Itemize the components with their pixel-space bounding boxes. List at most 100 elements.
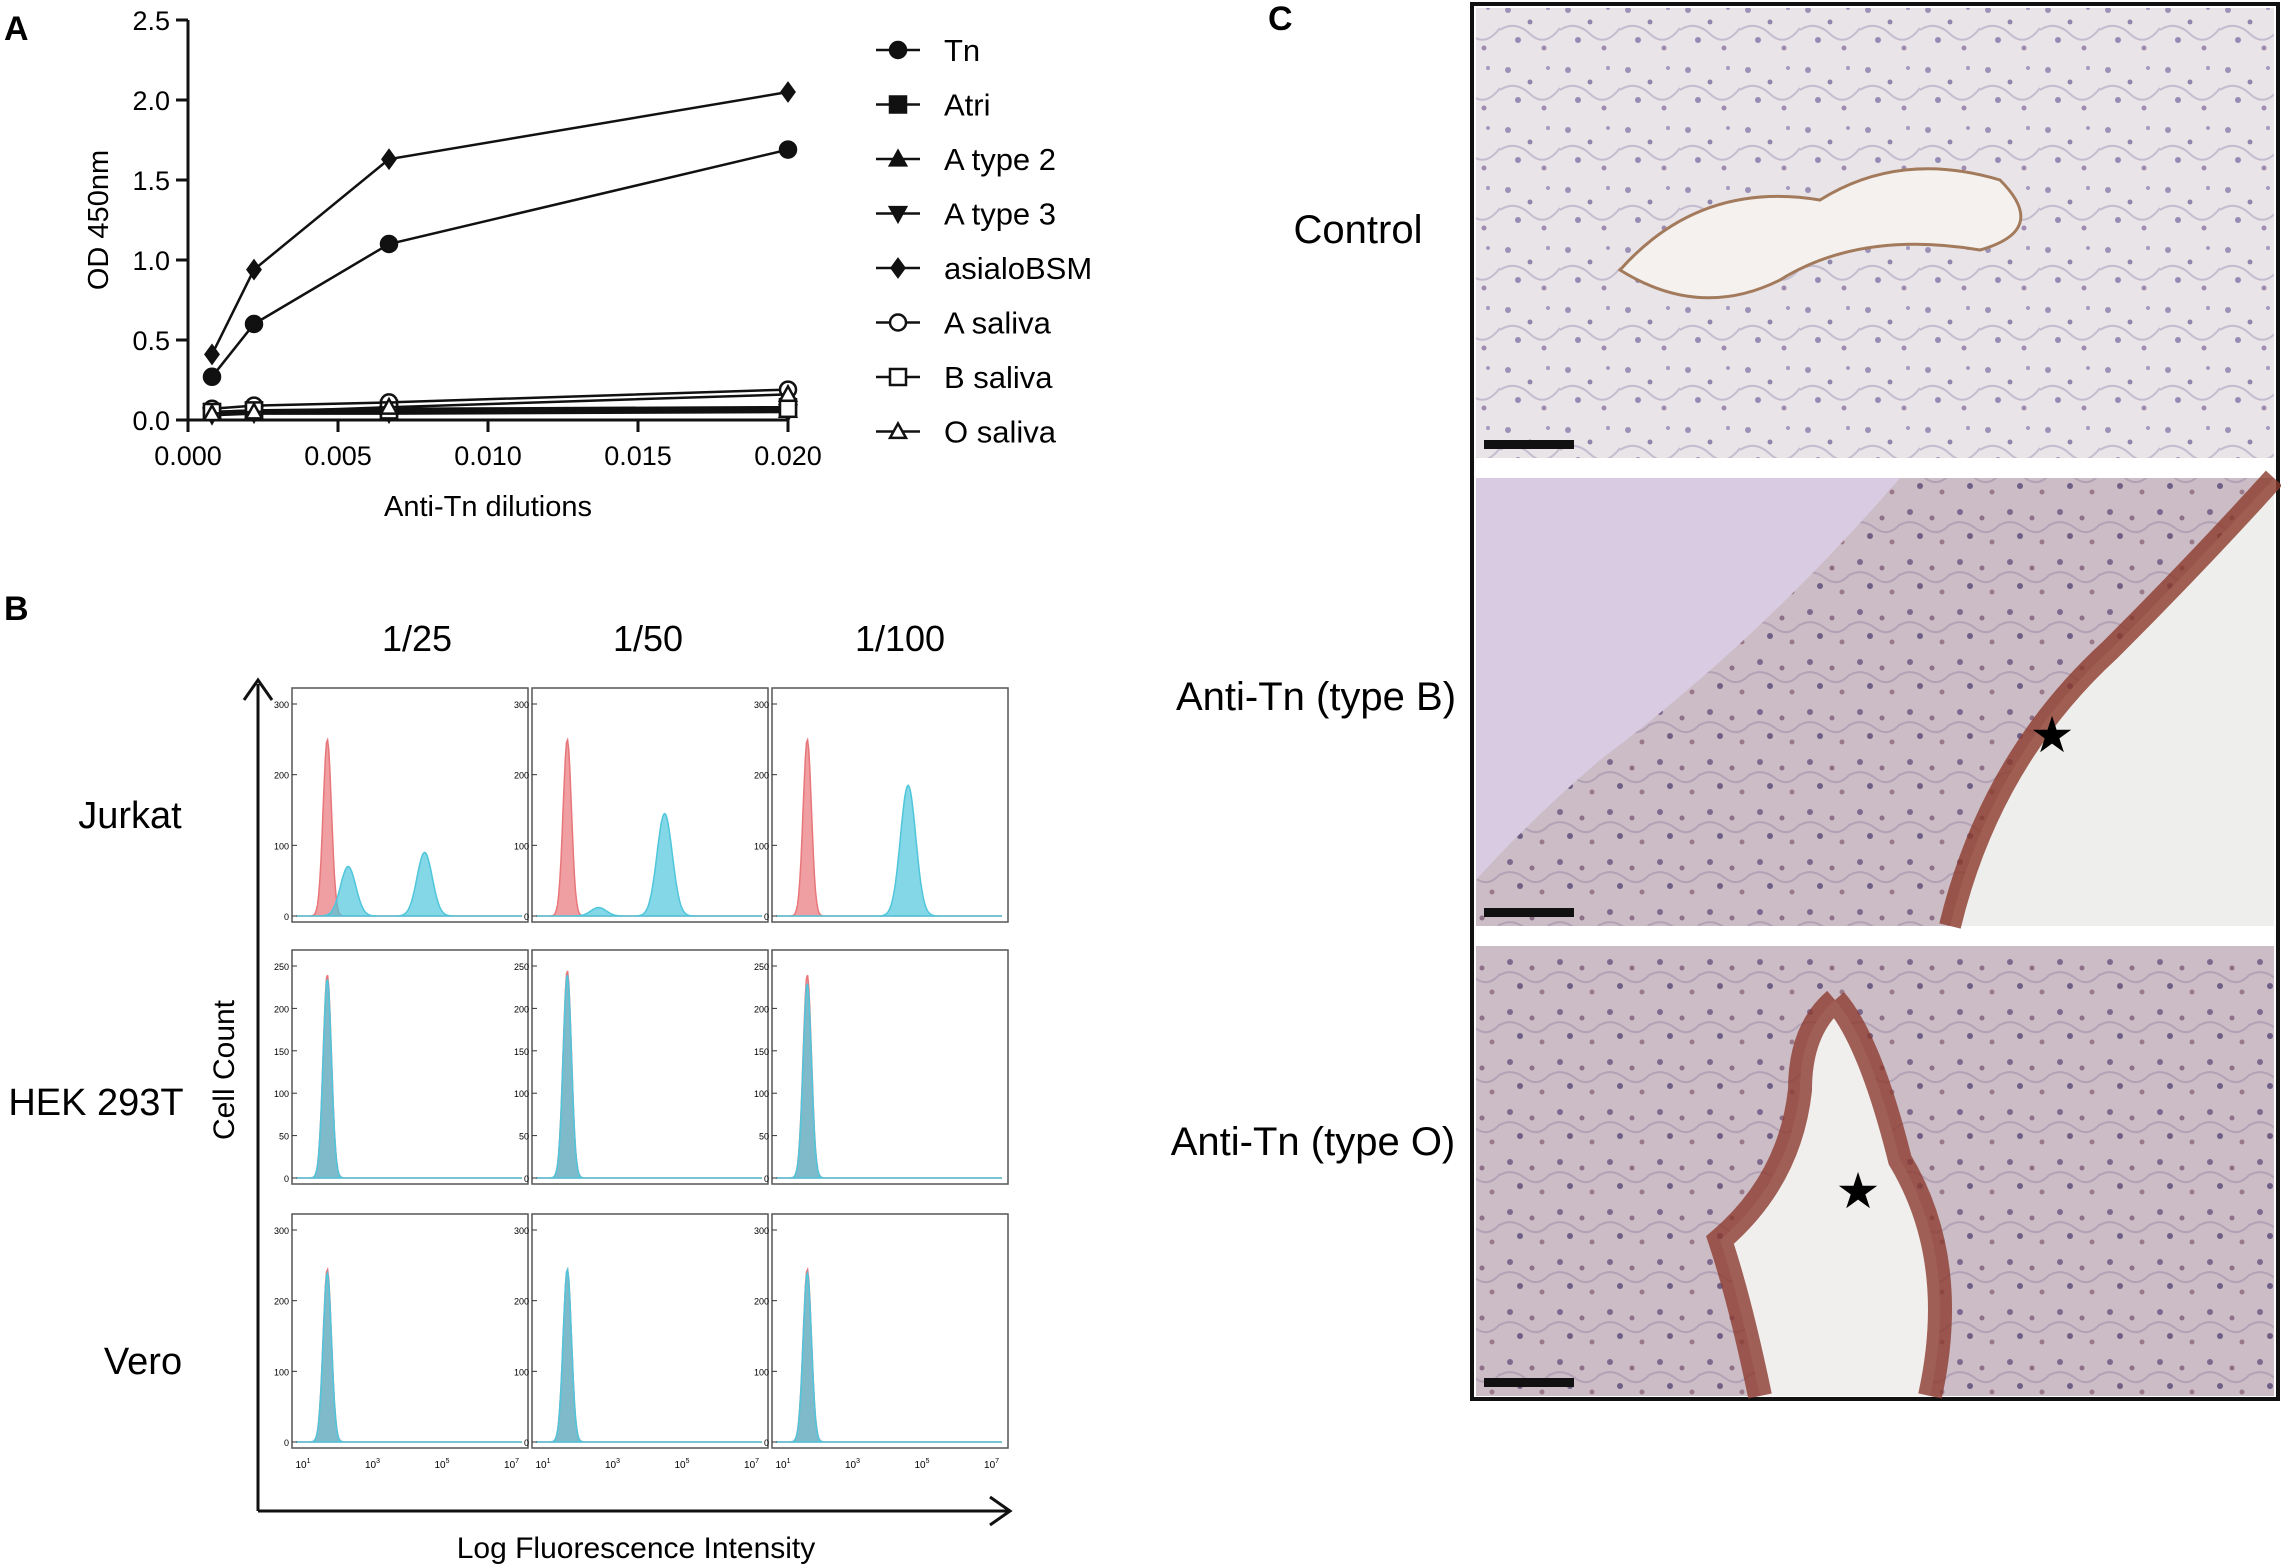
column-label: 1/50 — [613, 618, 683, 659]
histology-label-type-o: Anti-Tn (type O) — [1171, 1120, 1456, 1164]
cell-x-tick-label: 101 — [295, 1458, 310, 1471]
elisa-legend: Tn Atri A type 2 A type 3 asialoBSM A saliva B… — [876, 33, 1092, 450]
panel-label-b: B — [4, 590, 29, 628]
series-line — [211, 393, 789, 415]
series-line — [211, 410, 789, 417]
cell-y-tick-label: 300 — [274, 1226, 289, 1236]
stained-histogram — [296, 979, 522, 1179]
data-point — [243, 401, 265, 420]
cell-y-tick-label: 0 — [284, 1174, 289, 1184]
cell-y-tick-label: 100 — [274, 841, 289, 851]
cell-y-tick-label: 200 — [514, 1004, 529, 1014]
legend-label: A saliva — [944, 306, 1052, 341]
cell-y-tick-label: 100 — [754, 1089, 769, 1099]
cell-y-tick-label: 100 — [754, 841, 769, 851]
legend-marker — [887, 420, 909, 440]
cell-y-tick-label: 100 — [274, 1367, 289, 1377]
cell-y-tick-label: 0 — [284, 1438, 289, 1448]
type-o-epithelium — [1706, 990, 1952, 1399]
data-point — [201, 403, 223, 422]
y-tick-label: 0.0 — [132, 406, 170, 436]
data-point — [244, 314, 264, 334]
cell-x-tick-label: 101 — [535, 1458, 550, 1471]
control-lumen — [1617, 167, 2023, 300]
cell-x-tick-label: 103 — [605, 1458, 620, 1471]
cell-y-tick-label: 200 — [754, 771, 769, 781]
data-point — [246, 258, 262, 281]
cell-y-tick-label: 0 — [524, 912, 529, 922]
cell-y-tick-label: 0 — [764, 912, 769, 922]
scale-bar-control — [1484, 440, 1574, 449]
histogram-frame — [771, 1213, 1009, 1449]
y-axis-label: Cell Count — [208, 999, 241, 1140]
x-tick-label: 0.010 — [454, 441, 522, 471]
histogram-frame — [531, 1213, 769, 1449]
cell-y-tick-label: 150 — [754, 1047, 769, 1057]
cell-y-tick-label: 250 — [274, 962, 289, 972]
control-histogram — [296, 737, 522, 917]
panel-label-a: A — [4, 10, 29, 48]
data-point — [381, 148, 397, 171]
column-label: 1/25 — [382, 618, 452, 659]
x-tick-label: 0.015 — [604, 441, 672, 471]
histogram-frame — [291, 1213, 529, 1449]
y-axis-label: OD 450nm — [83, 150, 115, 290]
histology-label-type-b: Anti-Tn (type B) — [1176, 675, 1456, 719]
cell-x-tick-label: 105 — [675, 1458, 690, 1471]
legend-marker — [887, 148, 909, 167]
data-point — [778, 140, 798, 159]
histogram-frame — [771, 949, 1009, 1185]
legend-label: A type 3 — [944, 197, 1056, 232]
cell-x-tick-label: 107 — [744, 1458, 759, 1471]
stained-histogram — [536, 812, 762, 917]
cell-x-tick-label: 107 — [504, 1458, 519, 1471]
x-axis-label: Log Fluorescence Intensity — [457, 1532, 816, 1565]
histogram-frame — [531, 949, 769, 1185]
histogram-frame — [291, 687, 529, 923]
cell-x-tick-label: 103 — [365, 1458, 380, 1471]
stained-histogram — [776, 983, 1002, 1179]
column-label: 1/100 — [855, 618, 945, 659]
cell-y-tick-label: 0 — [284, 912, 289, 922]
legend-label: asialoBSM — [944, 251, 1092, 286]
cell-y-tick-label: 100 — [514, 841, 529, 851]
cell-x-tick-label: 105 — [435, 1458, 450, 1471]
star-type-b: ★ — [2030, 706, 2075, 764]
stained-histogram — [296, 1270, 522, 1443]
cell-y-tick-label: 300 — [274, 700, 289, 710]
histology-panel: ★ ★ Control Anti-Tn (type B) Anti-Tn (ty… — [1171, 2, 2281, 1401]
cell-y-tick-label: 100 — [274, 1089, 289, 1099]
x-tick-label: 0.000 — [154, 441, 222, 471]
data-point — [379, 234, 399, 254]
legend-marker — [888, 313, 908, 332]
type-b-cartilage — [1476, 478, 1900, 880]
x-arrowhead — [989, 1495, 1013, 1527]
cell-y-tick-label: 100 — [514, 1367, 529, 1377]
data-point — [204, 343, 220, 366]
control-histogram — [536, 737, 762, 917]
cell-y-tick-label: 0 — [764, 1438, 769, 1448]
flow-cytometry-grid: Log Fluorescence Intensity Cell Count 1/25… — [8, 618, 1013, 1565]
cell-x-tick-label: 101 — [775, 1458, 790, 1471]
cell-y-tick-label: 100 — [514, 1089, 529, 1099]
cell-y-tick-label: 200 — [514, 1297, 529, 1307]
x-axis-label: Anti-Tn dilutions — [384, 491, 592, 523]
stained-histogram — [536, 1266, 762, 1443]
cell-y-tick-label: 250 — [514, 962, 529, 972]
cell-y-tick-label: 200 — [514, 771, 529, 781]
cell-y-tick-label: 300 — [754, 1226, 769, 1236]
cell-y-tick-label: 300 — [754, 700, 769, 710]
cell-x-tick-label: 103 — [845, 1458, 860, 1471]
stained-histogram — [536, 974, 762, 1179]
data-point — [378, 396, 400, 415]
cell-y-tick-label: 200 — [754, 1297, 769, 1307]
data-point — [780, 81, 796, 103]
cell-x-tick-label: 105 — [915, 1458, 930, 1471]
series-line — [211, 388, 789, 411]
histogram-frame — [771, 687, 1009, 923]
type-b-lumen — [1950, 478, 2274, 926]
y-arrowhead — [242, 677, 274, 701]
y-tick-label: 1.5 — [132, 166, 170, 196]
cell-y-tick-label: 150 — [514, 1047, 529, 1057]
